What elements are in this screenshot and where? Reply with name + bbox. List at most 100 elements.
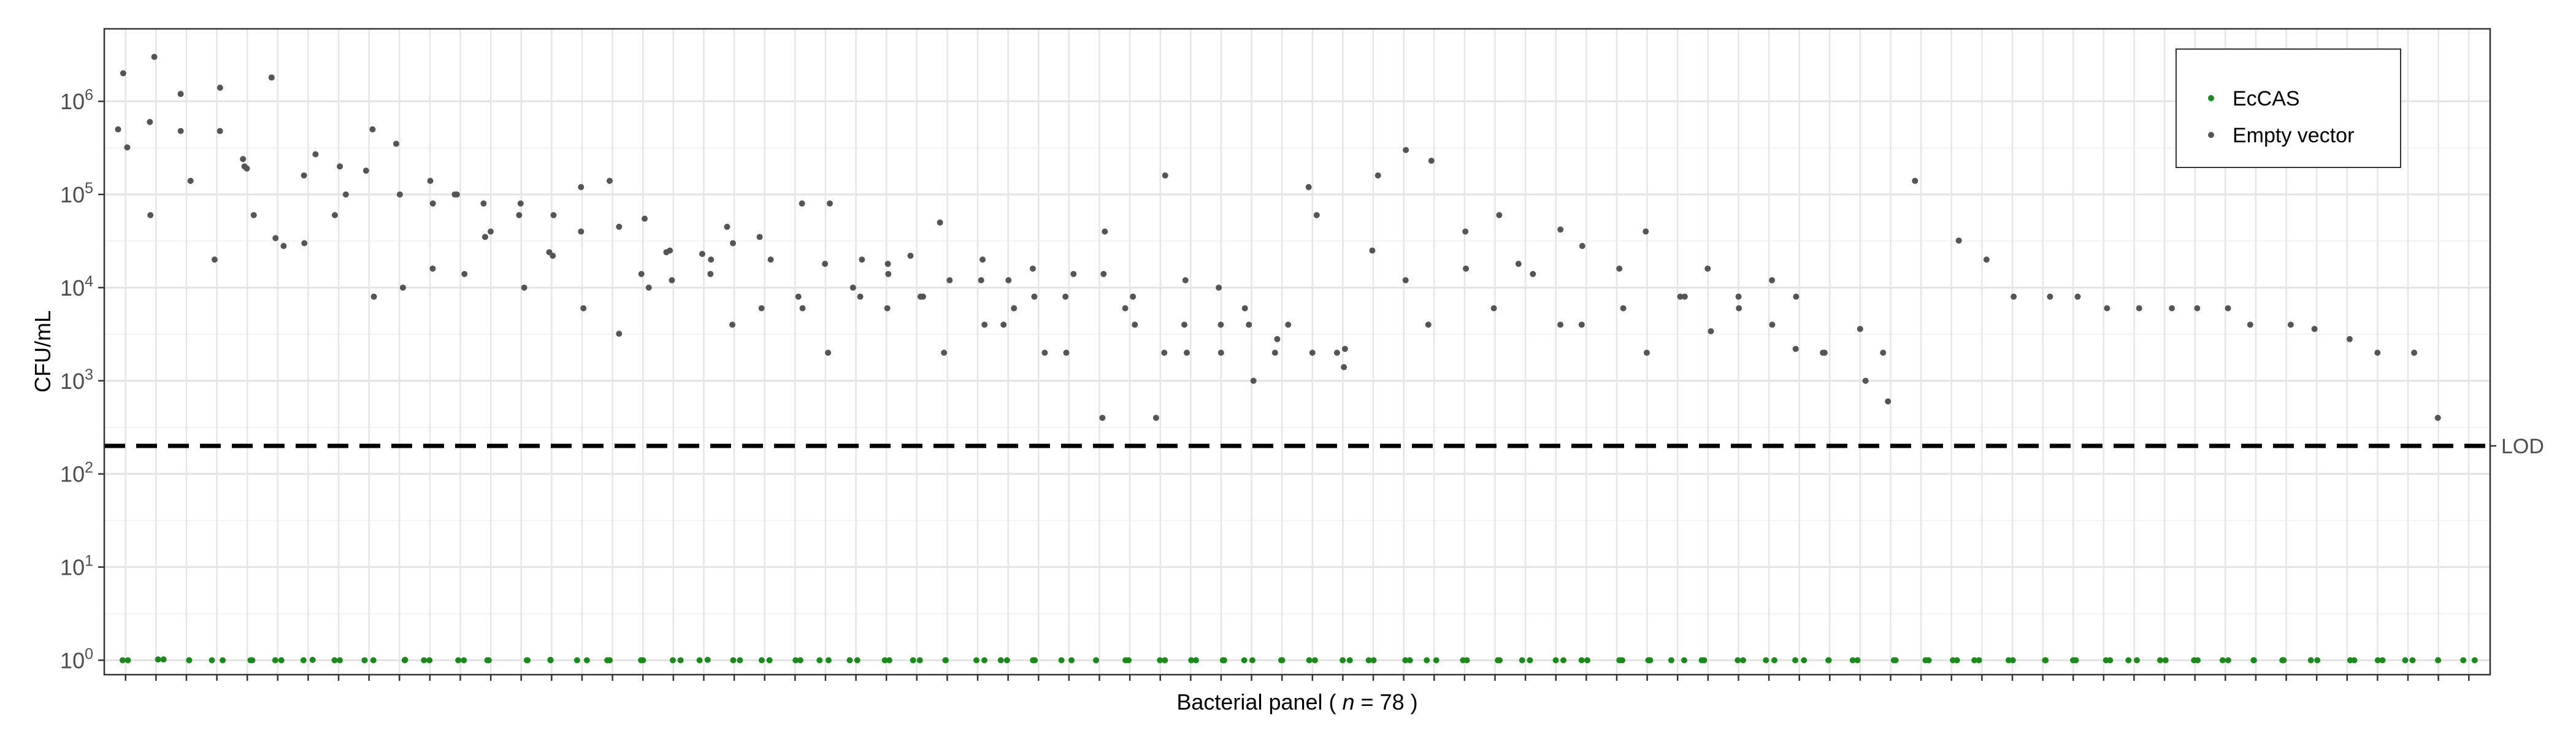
point-eccas (2069, 657, 2076, 664)
point-empty-vector (370, 293, 377, 300)
point-empty-vector (946, 277, 953, 283)
y-tick-label-base: 10 (60, 89, 85, 114)
point-eccas (737, 657, 743, 664)
point-empty-vector (2411, 350, 2418, 356)
point-eccas (758, 657, 765, 664)
point-empty-vector (941, 350, 948, 356)
point-empty-vector (1857, 326, 1863, 332)
point-empty-vector (1216, 284, 1222, 291)
point-eccas (766, 657, 773, 664)
y-axis-title: CFU/mL (30, 310, 55, 393)
point-eccas (816, 657, 823, 664)
point-empty-vector (1305, 184, 1312, 191)
point-empty-vector (250, 212, 257, 218)
point-eccas (1433, 657, 1439, 664)
point-empty-vector (1132, 321, 1138, 328)
point-empty-vector (331, 212, 338, 218)
point-empty-vector (2136, 305, 2142, 312)
lod-label: LOD (2501, 435, 2544, 458)
point-empty-vector (177, 128, 184, 134)
point-empty-vector (849, 284, 856, 291)
y-tick-label-exponent: 3 (85, 366, 93, 383)
point-empty-vector (1880, 350, 1887, 356)
point-eccas (1560, 657, 1567, 664)
point-empty-vector (1309, 350, 1316, 356)
point-eccas (797, 657, 803, 664)
point-empty-vector (1983, 256, 1990, 263)
point-empty-vector (1579, 243, 1585, 250)
y-tick-label: 105 (60, 180, 93, 207)
point-eccas (1801, 657, 1807, 664)
point-eccas (1647, 657, 1654, 664)
x-axis-title-n: n (1343, 689, 1355, 715)
point-empty-vector (1000, 321, 1007, 328)
point-empty-vector (616, 331, 623, 337)
point-empty-vector (767, 256, 774, 263)
point-empty-vector (517, 200, 524, 207)
y-tick-label: 106 (60, 86, 93, 114)
point-eccas (1735, 657, 1741, 664)
point-eccas (997, 657, 1004, 664)
point-empty-vector (1181, 321, 1188, 328)
point-empty-vector (1862, 377, 1869, 384)
point-empty-vector (1496, 212, 1503, 218)
point-empty-vector (1274, 335, 1281, 342)
point-empty-vector (1333, 350, 1340, 356)
point-empty-vector (396, 191, 403, 198)
point-empty-vector (147, 212, 154, 218)
point-eccas (1668, 657, 1674, 664)
point-empty-vector (1616, 265, 1623, 272)
point-eccas (2156, 657, 2163, 664)
point-empty-vector (1063, 350, 1070, 356)
point-eccas (640, 657, 646, 664)
point-empty-vector (2374, 350, 2381, 356)
point-eccas (1460, 657, 1466, 664)
point-eccas (1346, 657, 1353, 664)
legend: EcCAS Empty vector (2175, 48, 2401, 168)
point-eccas (1311, 657, 1318, 664)
point-eccas (272, 657, 278, 664)
point-empty-vector (638, 270, 645, 277)
point-eccas (331, 657, 338, 664)
point-eccas (2409, 657, 2416, 664)
point-empty-vector (580, 305, 587, 312)
point-eccas (2402, 657, 2409, 664)
point-empty-vector (1217, 321, 1224, 328)
point-empty-vector (2011, 293, 2017, 300)
point-empty-vector (707, 270, 714, 277)
point-empty-vector (1557, 226, 1564, 233)
point-empty-vector (1250, 377, 1257, 384)
point-empty-vector (2225, 305, 2231, 312)
point-empty-vector (1681, 293, 1688, 300)
points-layer (115, 53, 2478, 664)
point-empty-vector (578, 228, 585, 235)
point-eccas (2379, 657, 2386, 664)
point-eccas (573, 657, 580, 664)
point-eccas (186, 657, 193, 664)
point-eccas (1552, 657, 1559, 664)
point-empty-vector (451, 191, 458, 198)
point-empty-vector (663, 249, 670, 256)
y-tick-label: 101 (60, 553, 93, 580)
point-empty-vector (885, 270, 892, 277)
point-empty-vector (1100, 270, 1107, 277)
point-eccas (846, 657, 853, 664)
point-empty-vector (1885, 398, 1892, 405)
point-eccas (461, 657, 467, 664)
point-eccas (854, 657, 861, 664)
point-empty-vector (1769, 321, 1776, 328)
point-eccas (1122, 657, 1129, 664)
point-eccas (547, 657, 554, 664)
point-empty-vector (1530, 270, 1536, 277)
y-tick-label-base: 10 (60, 369, 85, 394)
point-empty-vector (1792, 345, 1799, 352)
point-eccas (1003, 657, 1010, 664)
point-eccas (1495, 657, 1501, 664)
point-eccas (973, 657, 979, 664)
point-empty-vector (1912, 177, 1919, 184)
point-empty-vector (429, 200, 436, 207)
point-empty-vector (1557, 321, 1564, 328)
point-empty-vector (480, 200, 487, 207)
point-empty-vector (1011, 305, 1018, 312)
